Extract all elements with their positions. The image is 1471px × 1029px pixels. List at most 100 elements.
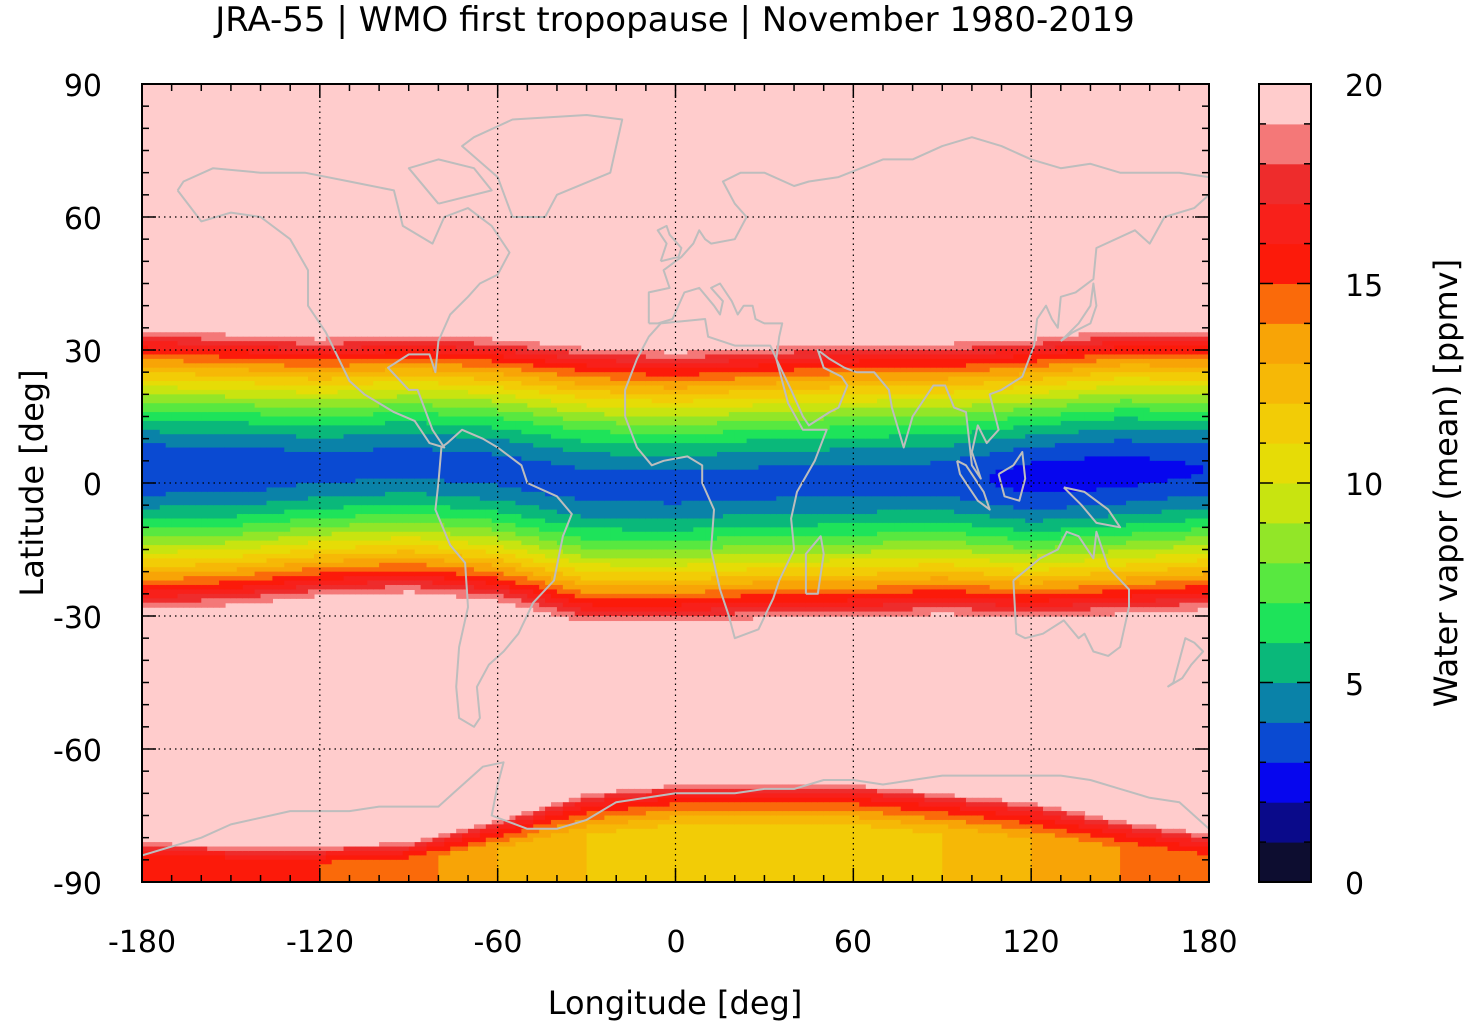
field-cell <box>604 372 611 378</box>
field-cell <box>764 611 771 617</box>
field-cell <box>770 412 777 422</box>
field-cell <box>918 602 926 608</box>
field-cell <box>515 571 522 577</box>
field-cell <box>521 593 528 604</box>
field-cell <box>379 341 386 347</box>
field-cell <box>390 434 398 449</box>
field-cell <box>545 593 552 604</box>
field-cell <box>675 607 683 613</box>
field-cell <box>639 571 647 582</box>
field-cell <box>177 350 185 356</box>
field-cell <box>770 420 777 431</box>
field-cell <box>373 425 380 435</box>
field-cell <box>728 429 736 444</box>
field-cell <box>657 367 665 378</box>
field-cell <box>444 553 451 564</box>
field-cell <box>213 363 220 369</box>
field-cell <box>722 793 730 799</box>
field-cell <box>877 398 884 409</box>
field-cell <box>574 358 582 364</box>
field-cell <box>740 576 748 586</box>
field-cell <box>402 358 410 364</box>
field-cell <box>497 837 505 843</box>
field-cell <box>242 850 250 856</box>
field-cell <box>616 518 623 528</box>
field-cell <box>610 607 617 613</box>
field-cell <box>746 385 754 391</box>
field-cell <box>337 438 345 453</box>
field-cell <box>592 376 600 387</box>
field-cell <box>473 425 481 440</box>
field-cell <box>479 833 487 843</box>
field-cell <box>462 358 469 369</box>
field-cell <box>580 558 588 564</box>
field-cell <box>408 514 416 524</box>
field-cell <box>847 545 854 555</box>
field-cell <box>616 416 623 426</box>
field-cell <box>402 576 410 582</box>
field-cell <box>414 412 422 422</box>
field-cell <box>171 545 179 555</box>
field-cell <box>829 558 837 568</box>
field-cell <box>829 496 837 515</box>
field-cell <box>799 593 807 604</box>
field-cell <box>924 367 931 373</box>
field-cell <box>313 345 321 351</box>
field-cell <box>734 589 742 599</box>
field-cell <box>390 336 398 342</box>
field-cell <box>782 611 789 617</box>
field-cell <box>568 562 576 568</box>
field-cell <box>829 385 837 395</box>
field-cell <box>426 567 434 573</box>
field-cell <box>379 336 386 342</box>
field-cell <box>722 443 730 453</box>
field-cell <box>782 381 789 391</box>
field-cell <box>859 354 866 360</box>
field-cell <box>871 522 878 537</box>
field-cell <box>556 558 564 568</box>
field-cell <box>147 602 155 608</box>
field-cell <box>888 509 896 524</box>
field-cell <box>847 394 854 404</box>
field-cell <box>610 381 617 387</box>
field-cell <box>699 385 706 395</box>
field-cell <box>201 491 208 506</box>
field-cell <box>420 842 428 848</box>
field-cell <box>230 420 238 435</box>
field-cell <box>266 398 274 409</box>
field-cell <box>278 425 285 435</box>
field-cell <box>734 514 742 528</box>
field-cell <box>414 850 422 856</box>
field-cell <box>503 389 511 395</box>
field-cell <box>319 394 327 400</box>
field-cell <box>307 425 315 440</box>
field-cell <box>468 549 475 559</box>
field-cell <box>379 522 386 533</box>
field-cell <box>272 540 279 546</box>
field-cell <box>681 434 688 444</box>
field-cell <box>515 341 522 347</box>
field-cell <box>171 381 179 387</box>
field-cell <box>711 354 718 364</box>
field-cell <box>142 354 149 360</box>
field-cell <box>556 611 564 617</box>
field-cell <box>468 367 475 373</box>
field-cell <box>266 416 274 426</box>
field-cell <box>201 558 208 564</box>
field-cell <box>651 381 659 387</box>
field-cell <box>711 372 718 382</box>
field-cell <box>835 354 843 364</box>
field-cell <box>444 527 451 533</box>
field-cell <box>468 416 475 426</box>
field-cell <box>325 336 333 347</box>
field-cell <box>307 580 315 586</box>
field-cell <box>805 403 813 413</box>
field-cell <box>847 593 854 599</box>
field-cell <box>426 576 434 582</box>
field-cell <box>420 571 428 577</box>
field-cell <box>420 412 428 422</box>
field-cell <box>639 793 647 799</box>
field-cell <box>906 407 914 418</box>
field-cell <box>740 469 748 502</box>
field-cell <box>728 811 736 817</box>
